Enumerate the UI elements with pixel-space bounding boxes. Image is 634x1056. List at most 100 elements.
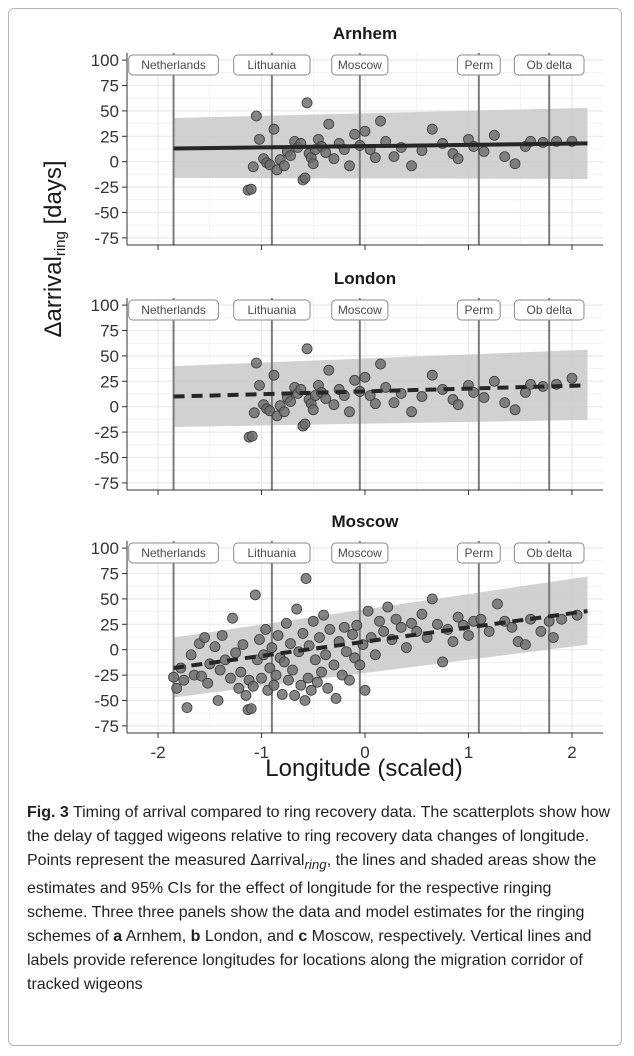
data-point — [307, 404, 319, 416]
caption-letter-b: b — [190, 928, 201, 946]
panel-title: Moscow — [331, 512, 399, 531]
ref-label-text: Perm — [464, 546, 493, 560]
data-point — [347, 629, 358, 640]
y-tick-label: 100 — [91, 51, 119, 70]
x-tick-label: 1 — [464, 743, 473, 762]
data-point — [283, 674, 294, 686]
y-tick-label: 50 — [100, 347, 119, 366]
data-point — [233, 682, 245, 694]
data-point — [374, 615, 385, 627]
data-point — [369, 152, 381, 164]
data-point — [260, 623, 272, 635]
data-point — [547, 632, 559, 643]
data-point — [475, 613, 487, 625]
y-tick-label: 75 — [100, 565, 119, 584]
data-point — [478, 146, 490, 157]
ref-label-text: Lithuania — [248, 58, 297, 72]
data-point — [390, 613, 402, 625]
data-point — [295, 679, 307, 691]
data-point — [287, 664, 298, 676]
data-point — [285, 638, 296, 650]
data-point — [426, 369, 438, 381]
data-point — [247, 680, 259, 692]
data-point — [359, 684, 371, 696]
fit-line — [173, 141, 588, 151]
x-tick-label: 2 — [567, 743, 576, 762]
data-point — [171, 682, 183, 694]
data-point — [250, 110, 262, 122]
data-point — [301, 343, 313, 355]
caption-text-3: Moscow, respectively. Vertical lines and… — [27, 928, 592, 994]
data-point — [268, 369, 280, 381]
data-point — [395, 621, 407, 633]
data-point — [299, 418, 311, 430]
data-point — [216, 630, 228, 641]
data-point — [328, 659, 340, 671]
data-point — [406, 160, 417, 172]
data-point — [246, 430, 258, 442]
ref-label-text: Lithuania — [248, 303, 297, 317]
panel-title: Arnhem — [333, 24, 397, 43]
data-point — [380, 381, 392, 393]
data-point — [426, 123, 438, 135]
data-point — [270, 669, 282, 681]
y-tick-label: 0 — [110, 641, 119, 660]
data-point — [416, 391, 428, 402]
data-point — [426, 593, 438, 605]
data-point — [254, 379, 265, 391]
data-point — [185, 649, 197, 661]
fit-line — [173, 609, 588, 670]
y-tick-label: 75 — [100, 77, 119, 96]
ref-label-text: Netherlands — [141, 303, 206, 317]
y-tick-label: 100 — [91, 539, 119, 558]
data-point — [406, 617, 417, 629]
ref-label-box — [233, 54, 311, 76]
data-point — [323, 364, 335, 376]
ref-label-box — [513, 299, 585, 321]
data-point — [272, 630, 284, 641]
data-point — [452, 399, 464, 411]
ref-label-box — [128, 54, 219, 76]
figure-caption: Fig. 3 Timing of arrival compared to rin… — [27, 801, 612, 997]
data-point — [247, 161, 259, 173]
y-tick-label: -25 — [94, 178, 119, 197]
data-point — [499, 151, 511, 163]
data-point — [280, 617, 292, 629]
data-point — [525, 378, 536, 390]
data-point — [519, 639, 531, 651]
y-tick-label: -25 — [94, 666, 119, 685]
data-point — [278, 406, 290, 418]
data-point — [324, 623, 336, 635]
data-point — [240, 690, 252, 701]
data-point — [369, 649, 381, 661]
data-point — [483, 626, 495, 637]
data-point — [311, 676, 323, 688]
data-point — [382, 601, 394, 613]
y-tick-label: 25 — [100, 127, 119, 146]
data-point — [291, 603, 303, 615]
data-point — [323, 118, 335, 130]
ref-label-box — [128, 542, 219, 564]
data-point — [178, 674, 190, 686]
data-point — [248, 407, 260, 419]
ref-label-text: Netherlands — [141, 546, 206, 560]
data-point — [535, 626, 547, 637]
data-point — [301, 97, 313, 109]
data-point — [199, 632, 211, 643]
ref-label-box — [331, 542, 389, 564]
y-tick-label: -50 — [94, 448, 119, 467]
data-point — [344, 406, 355, 418]
data-point — [235, 666, 247, 678]
data-point — [307, 158, 319, 170]
data-point — [299, 172, 311, 184]
caption-text-1: Timing of arrival compared to ring recov… — [27, 804, 611, 869]
data-point — [452, 611, 464, 623]
ref-label-box — [456, 542, 501, 564]
data-point — [320, 649, 332, 661]
data-point — [299, 695, 311, 706]
data-point — [289, 690, 301, 701]
data-point — [488, 129, 500, 141]
data-point — [225, 672, 236, 684]
ref-label-text: Perm — [464, 303, 493, 317]
y-tick-label: -50 — [94, 203, 119, 222]
